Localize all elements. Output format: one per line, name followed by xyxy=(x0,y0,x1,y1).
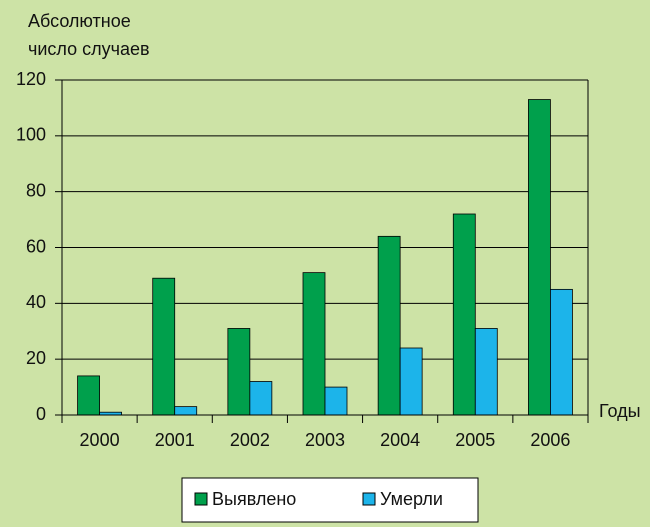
x-axis-label: Годы xyxy=(599,401,641,421)
bar xyxy=(474,328,498,416)
bar xyxy=(302,272,326,416)
x-tick-label: 2006 xyxy=(530,430,570,450)
y-tick-label: 80 xyxy=(26,180,46,200)
y-axis-label: число случаев xyxy=(28,39,150,59)
bar xyxy=(249,381,273,416)
bar xyxy=(174,406,198,416)
y-tick-label: 120 xyxy=(16,69,46,89)
y-tick-label: 40 xyxy=(26,292,46,312)
legend-label: Умерли xyxy=(380,489,443,509)
bar xyxy=(550,288,573,416)
bar xyxy=(528,99,551,416)
x-tick-label: 2004 xyxy=(380,430,420,450)
x-tick-label: 2001 xyxy=(155,430,195,450)
y-axis-label: Абсолютное xyxy=(28,11,131,31)
bar xyxy=(377,235,401,416)
bar xyxy=(77,375,100,416)
legend-swatch xyxy=(362,492,376,506)
bar xyxy=(399,347,423,416)
y-tick-label: 100 xyxy=(16,125,46,145)
bar xyxy=(452,213,476,416)
legend-box xyxy=(181,477,479,523)
bar xyxy=(152,277,176,416)
x-tick-label: 2003 xyxy=(305,430,345,450)
y-tick-label: 0 xyxy=(36,404,46,424)
x-tick-label: 2000 xyxy=(80,430,120,450)
y-tick-label: 60 xyxy=(26,236,46,256)
bar xyxy=(324,386,348,416)
x-tick-label: 2005 xyxy=(455,430,495,450)
legend-label: Выявлено xyxy=(212,489,296,509)
y-tick-label: 20 xyxy=(26,348,46,368)
bar xyxy=(227,328,251,416)
legend-swatch xyxy=(194,492,208,506)
x-tick-label: 2002 xyxy=(230,430,270,450)
